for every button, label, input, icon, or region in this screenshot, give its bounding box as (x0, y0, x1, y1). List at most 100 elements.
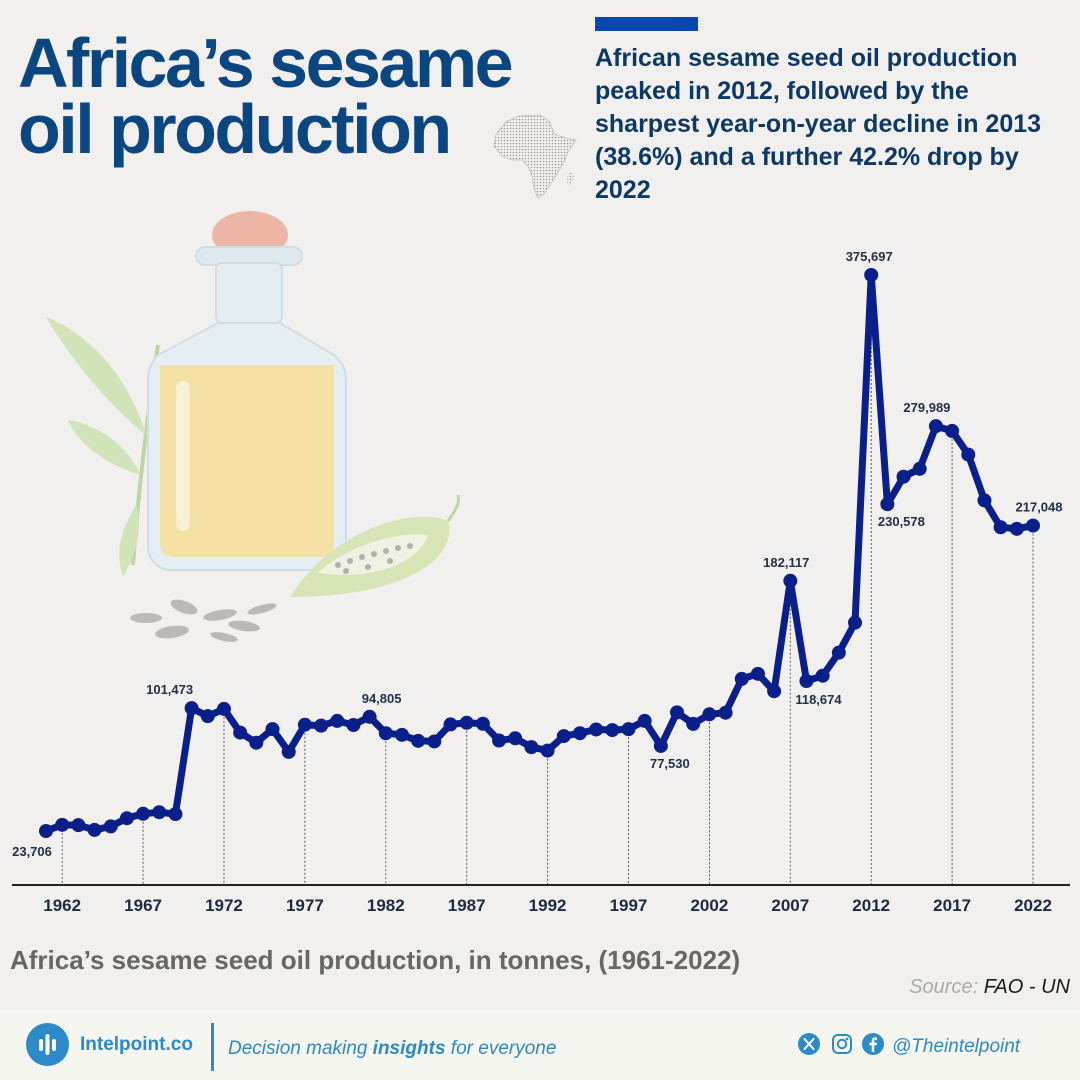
data-point (993, 520, 1008, 535)
data-point (831, 645, 846, 660)
data-point (459, 715, 474, 730)
x-tick-label: 1962 (43, 896, 81, 915)
social-handle[interactable]: @Theintelpoint (892, 1036, 1021, 1057)
data-point (556, 729, 571, 744)
data-point (686, 716, 701, 731)
x-tick-label: 2002 (690, 896, 728, 915)
data-label: 77,530 (650, 756, 690, 771)
data-point (750, 666, 765, 681)
data-label: 101,473 (146, 682, 193, 697)
data-point (848, 615, 863, 630)
data-point (1026, 518, 1040, 533)
data-point (605, 723, 620, 738)
data-label: 217,048 (1016, 500, 1063, 515)
x-tick-label: 2012 (852, 896, 890, 915)
x-tick-label: 1972 (205, 896, 243, 915)
data-point (168, 807, 183, 822)
footer-divider (211, 1023, 214, 1071)
data-point (87, 822, 102, 837)
data-label: 375,697 (846, 249, 893, 264)
data-point (443, 717, 458, 732)
data-point (508, 731, 523, 746)
x-tick-label: 2022 (1014, 896, 1052, 915)
footer: Intelpoint.co Decision making insights f… (0, 1010, 1080, 1080)
data-point (281, 744, 296, 759)
tagline-emphasis: insights (372, 1038, 446, 1059)
data-point (330, 713, 345, 728)
data-point (103, 819, 118, 834)
data-point (524, 740, 539, 755)
data-label: 118,674 (795, 692, 842, 707)
headline-summary: African sesame seed oil production peake… (595, 44, 1042, 204)
x-tick-label: 2017 (933, 896, 971, 915)
data-point (314, 718, 329, 733)
data-point (184, 701, 199, 716)
sesame-oil-illustration (46, 211, 460, 642)
data-point (912, 461, 927, 476)
x-tick-label: 1997 (610, 896, 648, 915)
data-point (702, 707, 717, 722)
data-point (653, 738, 668, 753)
data-point (297, 717, 312, 732)
data-point (249, 735, 264, 750)
page-title: Africa’s sesame oil production (18, 24, 514, 168)
chart-caption: Africa’s sesame seed oil production, in … (10, 945, 741, 975)
data-point (670, 705, 685, 720)
data-label: 279,989 (903, 400, 950, 415)
data-point (265, 722, 280, 737)
data-point (39, 824, 53, 838)
data-point (572, 726, 587, 741)
x-tick-label: 1967 (124, 896, 162, 915)
data-point (346, 718, 361, 733)
data-point (378, 726, 393, 741)
data-point (945, 423, 960, 438)
data-point (216, 701, 231, 716)
x-twitter-icon[interactable] (798, 1033, 820, 1055)
instagram-icon[interactable] (831, 1033, 853, 1055)
data-point (815, 668, 830, 683)
data-label: 230,578 (878, 514, 925, 529)
brand-name[interactable]: Intelpoint.co (80, 1034, 193, 1055)
line-chart: 1962 1967 1972 1977 1982 1987 1992 1997 2002 2007… (12, 249, 1070, 915)
source-label: Source: (909, 976, 979, 998)
accent-bar (595, 17, 698, 31)
x-tick-label: 2007 (771, 896, 809, 915)
facebook-icon[interactable] (862, 1033, 884, 1055)
data-point (589, 722, 604, 737)
x-tick-label: 1982 (367, 896, 405, 915)
sesame-pod-icon (290, 494, 460, 597)
data-label: 182,117 (763, 555, 809, 570)
data-point (427, 734, 442, 749)
data-point (1009, 521, 1024, 536)
tagline-end: for everyone (445, 1038, 557, 1059)
data-point (783, 573, 798, 588)
sesame-seeds-icon (130, 599, 277, 642)
data-point (152, 805, 167, 820)
x-tick-label: 1992 (529, 896, 567, 915)
data-point (475, 716, 490, 731)
series-line (42, 271, 1037, 835)
data-point (492, 733, 507, 748)
data-label: 94,805 (362, 691, 402, 706)
data-point (928, 419, 943, 434)
source-value: FAO - UN (983, 976, 1070, 998)
data-point (233, 725, 248, 740)
tagline-start: Decision making (228, 1038, 373, 1059)
x-tick-label: 1987 (448, 896, 486, 915)
data-point (977, 493, 992, 508)
data-point (896, 469, 911, 484)
intelpoint-logo-icon[interactable] (26, 1023, 69, 1066)
x-tick-label: 1977 (286, 896, 324, 915)
data-point (71, 818, 86, 833)
data-point (864, 268, 879, 282)
data-point (362, 709, 377, 724)
source-note: Source: FAO - UN (909, 976, 1070, 999)
data-point (394, 727, 409, 742)
data-point (961, 447, 976, 462)
data-point (411, 733, 426, 748)
oil-bottle-icon (147, 211, 347, 571)
data-point (880, 497, 895, 512)
data-point (540, 743, 555, 758)
data-point (200, 709, 215, 724)
data-label: 23,706 (12, 844, 52, 859)
